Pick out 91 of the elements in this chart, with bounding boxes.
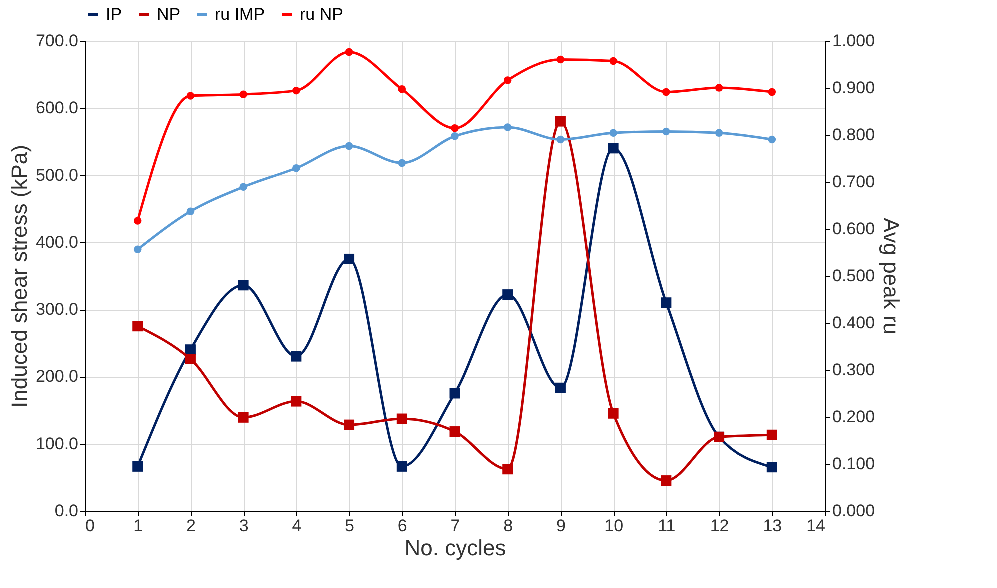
x-tick-label: 6 <box>398 516 408 536</box>
point <box>396 414 408 424</box>
y2-tick-label: 0.700 <box>832 172 876 192</box>
point <box>238 412 249 423</box>
x-tick-label: 7 <box>450 516 460 536</box>
x-tick-label: 1 <box>134 516 144 536</box>
point <box>610 57 618 66</box>
y2-tick-label: 0.600 <box>832 220 876 238</box>
point <box>450 426 460 438</box>
y2-tick-label: 0.200 <box>832 408 876 426</box>
point <box>134 246 142 254</box>
point <box>132 461 144 472</box>
point <box>768 88 776 96</box>
y2-tick-label: 0.100 <box>832 454 876 474</box>
x-tick-label: 4 <box>292 516 302 536</box>
x-tick-label: 0 <box>86 516 95 536</box>
x-tick-label: 9 <box>556 516 566 536</box>
point <box>451 132 459 140</box>
point <box>238 280 249 291</box>
point <box>610 129 618 137</box>
x-tick-label: 10 <box>604 516 624 536</box>
y-tick-label: 500.0 <box>36 166 78 185</box>
x-tick-label: 13 <box>763 516 782 536</box>
x-tick-label: 5 <box>345 516 355 536</box>
point <box>768 136 776 144</box>
point <box>556 136 565 144</box>
x-axis-title: No. cycles <box>404 536 506 560</box>
point <box>185 354 196 364</box>
point <box>662 128 670 136</box>
point <box>608 143 619 154</box>
x-tick-label: 8 <box>504 516 514 536</box>
point <box>556 56 565 64</box>
point <box>662 88 670 96</box>
point <box>766 462 778 473</box>
point <box>661 476 672 486</box>
point <box>186 92 195 100</box>
point <box>134 217 142 225</box>
y-tick-label: 100.0 <box>36 434 78 454</box>
point <box>240 183 248 192</box>
y-tick-label: 0.0 <box>54 502 78 520</box>
point <box>504 124 512 132</box>
point <box>715 84 724 92</box>
point <box>608 408 619 419</box>
point <box>555 382 566 394</box>
point <box>344 420 355 430</box>
legend-label: IP <box>106 4 122 24</box>
point <box>291 351 302 362</box>
point <box>451 124 459 132</box>
legend-label: ru NP <box>300 4 344 24</box>
point <box>185 344 196 356</box>
point <box>555 116 566 127</box>
legend-label: ru IMP <box>215 4 266 24</box>
point <box>132 321 144 332</box>
y-tick-label: 400.0 <box>36 232 78 252</box>
x-tick-label: 2 <box>186 516 196 536</box>
point <box>766 430 778 440</box>
point <box>344 254 355 264</box>
point <box>661 298 672 308</box>
y2-tick-label: 0.000 <box>832 502 876 520</box>
point <box>396 461 408 472</box>
y-tick-label: 700.0 <box>36 32 78 50</box>
point <box>398 159 406 168</box>
legend-label: NP <box>157 4 181 24</box>
y2-tick-label: 0.500 <box>832 266 876 286</box>
y2-tick-label: 0.300 <box>832 360 876 380</box>
point <box>450 388 460 399</box>
point <box>715 129 724 137</box>
x-tick-label: 11 <box>658 516 676 536</box>
point <box>504 76 512 84</box>
y2-tick-label: 0.400 <box>832 314 876 332</box>
x-tick-label: 3 <box>239 516 249 536</box>
point <box>502 290 514 300</box>
point <box>502 464 514 475</box>
point <box>240 90 248 98</box>
point <box>291 396 302 407</box>
y-tick-label: 200.0 <box>36 367 78 386</box>
point <box>292 86 300 95</box>
point <box>398 86 406 94</box>
x-tick-label: 12 <box>710 516 730 536</box>
x-tick-label: 14 <box>806 516 826 536</box>
point <box>292 164 300 172</box>
y-tick-label: 300.0 <box>36 300 78 320</box>
y2-tick-label: 0.800 <box>832 126 876 144</box>
point <box>345 48 354 56</box>
y-axis-title: Induced shear stress (kPa) <box>6 145 32 408</box>
y2-tick-label: 0.900 <box>832 78 876 98</box>
y2-tick-label: 1.000 <box>832 32 876 50</box>
y-tick-label: 600.0 <box>36 98 78 118</box>
point <box>186 208 195 216</box>
y2-axis-title: Avg peak ru <box>879 218 904 336</box>
point <box>345 142 354 150</box>
